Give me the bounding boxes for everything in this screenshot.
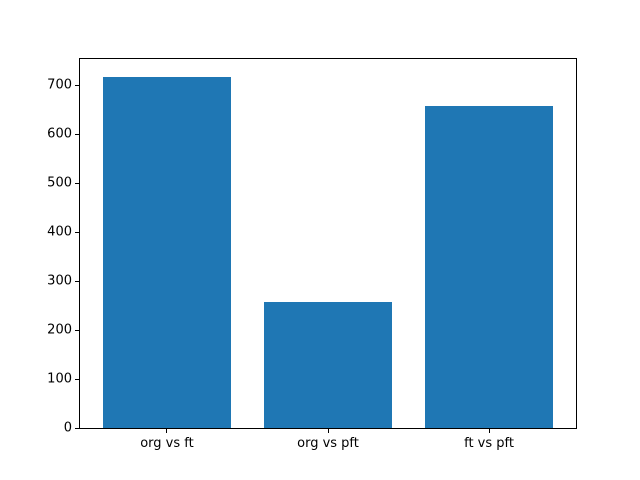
- x-axis-category-label: org vs pft: [297, 436, 359, 451]
- y-axis-tick-mark: [75, 231, 79, 233]
- y-axis-tick-label: 0: [63, 420, 72, 436]
- y-axis-tick-mark: [75, 280, 79, 282]
- x-axis-category-label: ft vs pft: [464, 436, 514, 451]
- x-axis-category-label: org vs ft: [140, 436, 194, 451]
- x-axis-tick-mark: [327, 429, 329, 433]
- y-axis-tick-label: 500: [47, 175, 72, 191]
- y-axis-tick-label: 200: [47, 322, 72, 338]
- y-axis-tick-label: 700: [47, 77, 72, 93]
- y-axis-tick-label: 600: [47, 126, 72, 142]
- y-axis-tick-label: 300: [47, 273, 72, 289]
- y-axis-tick-mark: [75, 133, 79, 135]
- y-axis-tick-mark: [75, 427, 79, 429]
- y-axis-tick-mark: [75, 378, 79, 380]
- y-axis-tick-mark: [75, 329, 79, 331]
- plot-area: 0 100 200 300 400 500 600 700 org vs ft org vs pf…: [47, 58, 577, 451]
- y-axis-tick-mark: [75, 84, 79, 86]
- y-axis-tick-label: 400: [47, 224, 72, 240]
- chart-bar-org-vs-ft: [102, 76, 232, 428]
- x-axis-tick-mark: [166, 429, 168, 433]
- chart-bar-ft-vs-pft: [424, 106, 554, 428]
- x-axis-tick-mark: [488, 429, 490, 433]
- chart-bar-org-vs-pft: [263, 302, 393, 428]
- y-axis-tick-mark: [75, 182, 79, 184]
- y-axis-tick-label: 100: [47, 371, 72, 387]
